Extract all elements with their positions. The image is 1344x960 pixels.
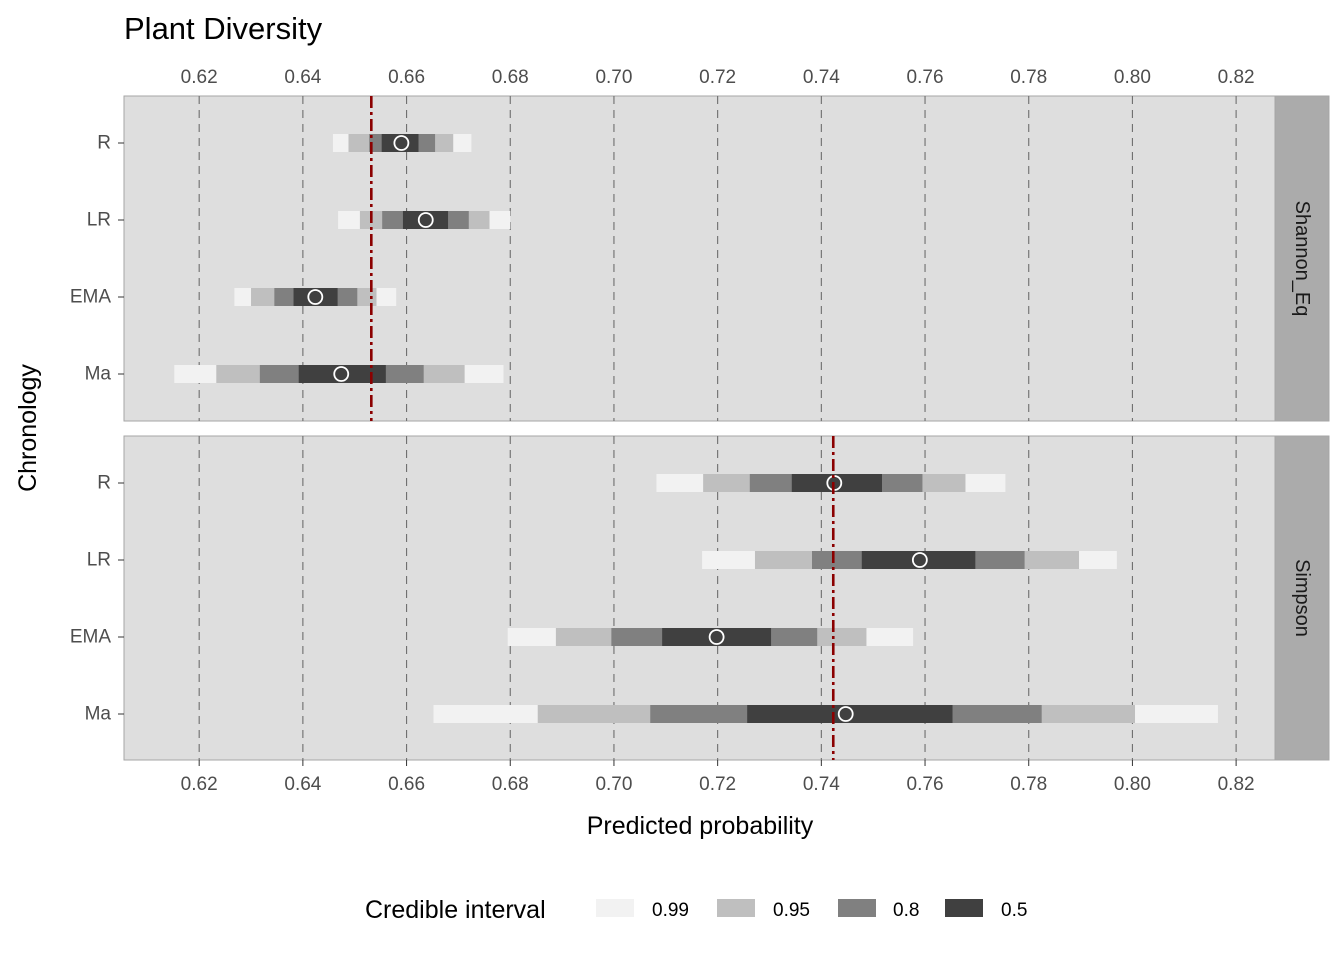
interval-bar-0-5 (662, 628, 772, 646)
bottom-x-tick-label: 0.66 (388, 774, 425, 795)
point-estimate (307, 289, 324, 305)
y-tick-label: EMA (70, 287, 112, 308)
point-estimate (911, 552, 928, 568)
interval-row: EMA (70, 287, 397, 308)
y-tick-label: R (97, 133, 111, 154)
legend-key (596, 899, 634, 917)
top-x-tick-label: 0.72 (699, 67, 736, 88)
interval-row: LR (87, 550, 1117, 571)
legend-key (945, 899, 983, 917)
top-x-tick-label: 0.76 (907, 67, 944, 88)
interval-bar-0-5 (791, 474, 883, 492)
point-estimate (333, 366, 350, 382)
point-estimate (393, 135, 410, 151)
legend-title: Credible interval (365, 896, 546, 924)
interval-row: R (97, 473, 1006, 494)
interval-row: R (97, 133, 472, 154)
interval-row: EMA (70, 627, 914, 648)
legend-label: 0.95 (773, 900, 810, 921)
top-x-tick-label: 0.66 (388, 67, 425, 88)
top-x-tick-label: 0.78 (1010, 67, 1047, 88)
top-x-tick-label: 0.68 (492, 67, 529, 88)
top-x-tick-label: 0.62 (181, 67, 218, 88)
facet-strip-label: Shannon_Eq (1291, 201, 1313, 317)
y-tick-label: Ma (85, 364, 112, 385)
point-estimate (837, 706, 854, 722)
legend-label: 0.99 (652, 900, 689, 921)
interval-bar-0-5 (298, 365, 386, 383)
y-tick-label: Ma (85, 704, 112, 725)
y-tick-label: R (97, 473, 111, 494)
interval-bar-0-5 (747, 705, 953, 723)
bottom-x-tick-label: 0.82 (1218, 774, 1255, 795)
bottom-x-tick-label: 0.72 (699, 774, 736, 795)
top-x-axis: 0.62 0.64 0.66 0.68 0.70 0.72 0.74 0.76 0.78 0.80… (181, 67, 1255, 88)
legend-label: 0.5 (1001, 900, 1027, 921)
bottom-x-tick-label: 0.78 (1010, 774, 1047, 795)
y-tick-label: EMA (70, 627, 112, 648)
interval-bar-0-5 (861, 551, 976, 569)
interval-bar-0-5 (293, 288, 338, 306)
top-x-tick-label: 0.82 (1218, 67, 1255, 88)
interval-bar-0-5 (381, 134, 419, 152)
x-axis-title: Predicted probability (587, 812, 814, 840)
bottom-x-tick-label: 0.70 (595, 774, 632, 795)
panels: Shannon_Eq R LR EMA Ma Simpson R LR EMA Ma (70, 95, 1330, 761)
bottom-x-tick-label: 0.76 (907, 774, 944, 795)
y-tick-label: LR (87, 550, 111, 571)
top-x-tick-label: 0.64 (284, 67, 321, 88)
bottom-x-tick-label: 0.80 (1114, 774, 1151, 795)
bottom-x-tick-label: 0.74 (803, 774, 840, 795)
chart-title: Plant Diversity (124, 11, 323, 46)
facet-strip (1274, 435, 1330, 761)
interval-row: Ma (85, 364, 504, 385)
bottom-x-tick-label: 0.62 (181, 774, 218, 795)
panel-shannon-eq: Shannon_Eq R LR EMA Ma (70, 95, 1330, 422)
legend: Credible interval 0.99 0.95 0.8 0.5 (365, 896, 1027, 924)
legend-key (838, 899, 876, 917)
bottom-x-tick-label: 0.64 (284, 774, 321, 795)
facet-strip (1274, 95, 1330, 422)
top-x-tick-label: 0.70 (595, 67, 632, 88)
y-axis-title: Chronology (14, 364, 42, 492)
interval-row: Ma (85, 704, 1218, 725)
bottom-x-axis: 0.62 0.64 0.66 0.68 0.70 0.72 0.74 0.76 0.78 0.80… (181, 760, 1255, 795)
top-x-tick-label: 0.80 (1114, 67, 1151, 88)
y-tick-label: LR (87, 210, 111, 231)
interval-row: LR (87, 210, 511, 231)
legend-label: 0.8 (893, 900, 919, 921)
legend-key (717, 899, 755, 917)
point-estimate (708, 629, 725, 645)
panel-simpson: Simpson R LR EMA Ma (70, 435, 1330, 761)
bottom-x-tick-label: 0.68 (492, 774, 529, 795)
facet-strip-label: Simpson (1291, 559, 1313, 637)
top-x-tick-label: 0.74 (803, 67, 840, 88)
point-estimate (417, 212, 434, 228)
interval-bar-0-5 (402, 211, 449, 229)
